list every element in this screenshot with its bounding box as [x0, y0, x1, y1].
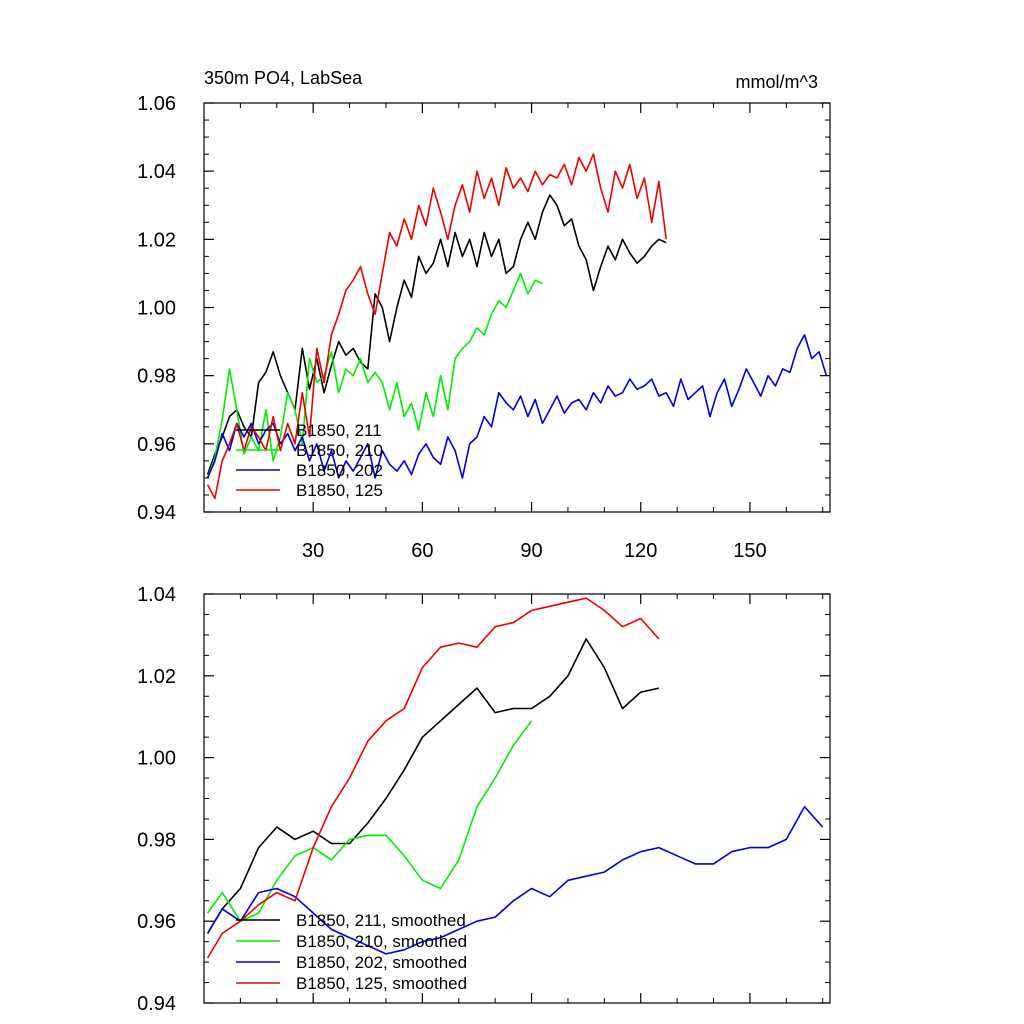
y-tick-label: 0.94	[137, 502, 176, 524]
series-line-1	[206, 194, 667, 475]
series-line-2	[206, 272, 543, 479]
legend-label: B1850, 202	[296, 461, 383, 480]
y-tick-label: 0.94	[137, 993, 176, 1015]
y-tick-label: 1.02	[137, 666, 176, 688]
legend-label: B1850, 210	[296, 441, 383, 460]
series-line-4	[206, 597, 660, 959]
x-tick-label: 90	[520, 540, 542, 562]
x-tick-label: 60	[411, 540, 433, 562]
y-tick-label: 0.96	[137, 434, 176, 456]
top-panel: 0.94 0.96 0.98 1.00 1.02 1.04 1.06 30 60 90 120 150…	[137, 93, 831, 562]
y-tick-label: 1.00	[137, 298, 176, 320]
legend-label: B1850, 211, smoothed	[296, 911, 466, 930]
legend-label: B1850, 210, smoothed	[296, 932, 467, 951]
y-tick-label: 1.06	[137, 93, 176, 115]
y-tick-label: 1.04	[137, 584, 176, 606]
y-tick-label: 0.98	[137, 829, 176, 851]
chart-title: 350m PO4, LabSea	[204, 68, 363, 88]
legend-label: B1850, 202, smoothed	[296, 953, 467, 972]
y-tick-label: 0.98	[137, 366, 176, 388]
series-line-4	[206, 153, 667, 500]
bottom-panel: 0.94 0.96 0.98 1.00 1.02 1.04 B1850, 211, smoo…	[137, 584, 831, 1015]
y-tick-label: 1.02	[137, 229, 176, 251]
series-line-2	[206, 720, 533, 923]
y-tick-label: 1.04	[137, 161, 176, 183]
series-line-3	[206, 333, 828, 479]
y-tick-label: 1.00	[137, 748, 176, 770]
units-label: mmol/m^3	[736, 72, 818, 92]
legend-label: B1850, 125	[296, 481, 383, 500]
legend-label: B1850, 125, smoothed	[296, 974, 467, 993]
x-tick-label: 30	[302, 540, 324, 562]
series-line-1	[206, 638, 660, 934]
x-tick-label: 120	[624, 540, 657, 562]
y-tick-label: 0.96	[137, 911, 176, 933]
legend-label: B1850, 211	[296, 421, 382, 440]
x-tick-label: 150	[733, 540, 766, 562]
series-line-3	[206, 805, 824, 955]
